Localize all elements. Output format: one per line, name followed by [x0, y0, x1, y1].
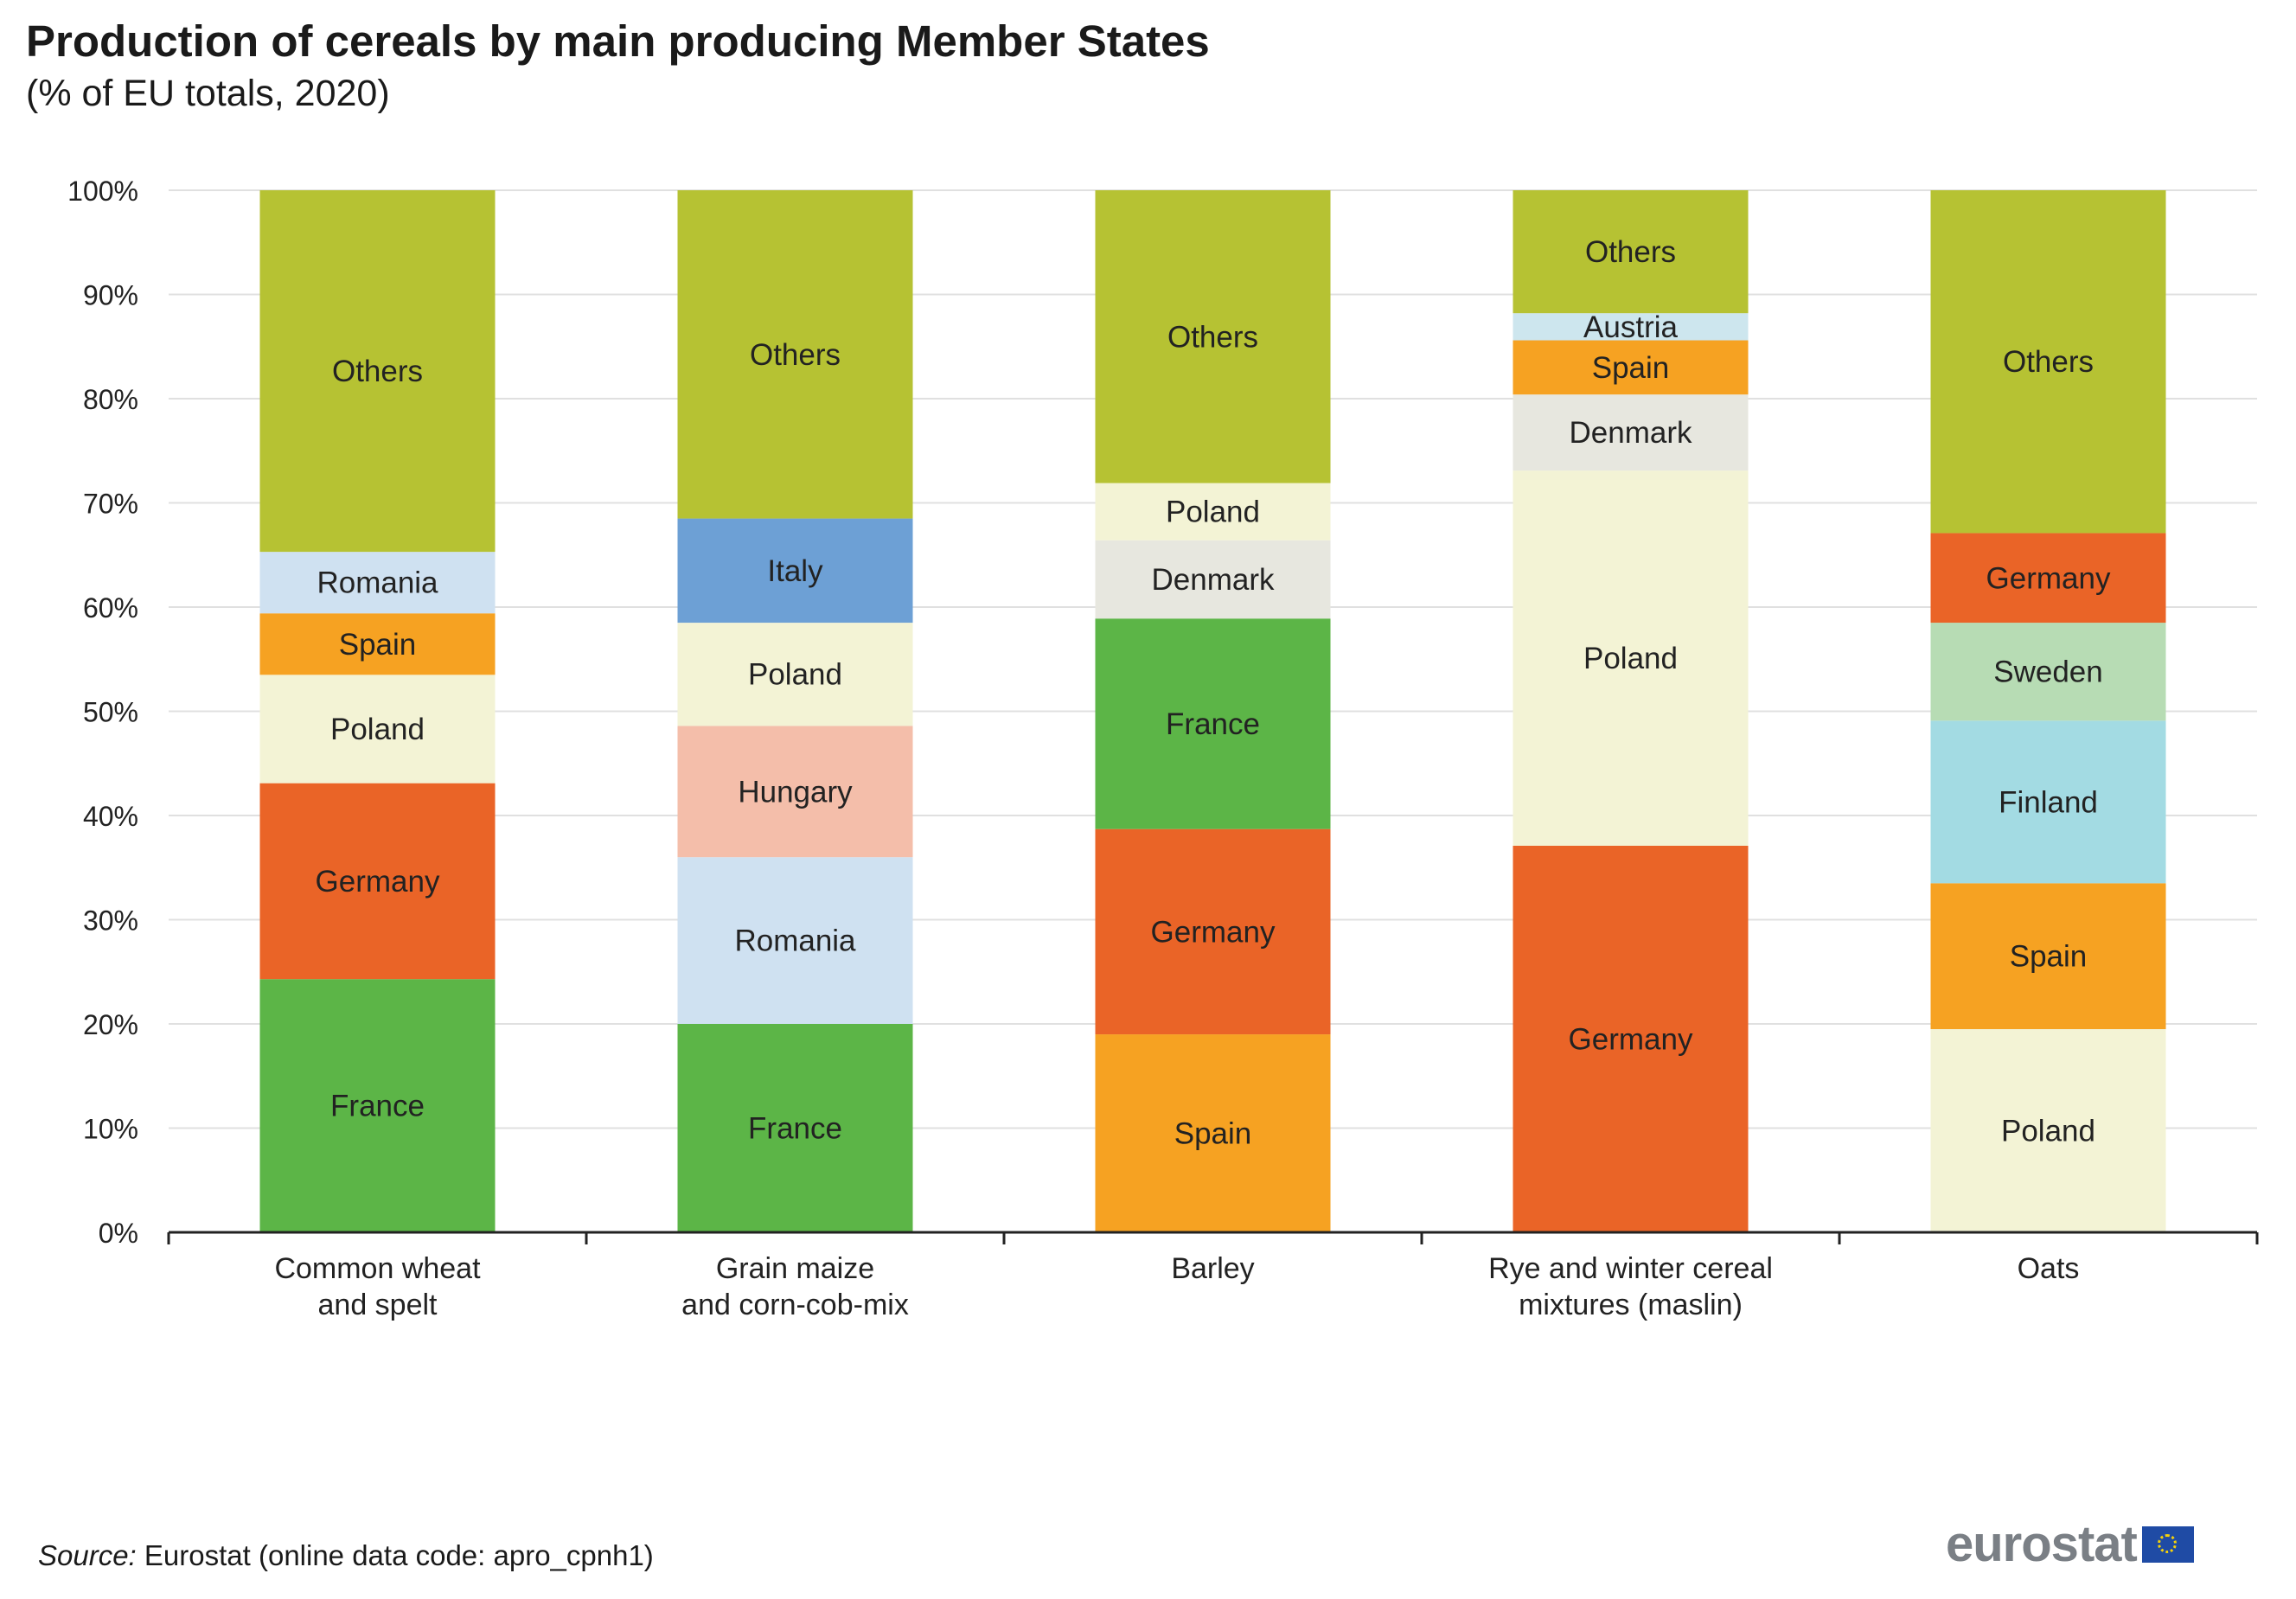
source-label: Source: — [38, 1539, 137, 1571]
bar-segment-2-hungary — [677, 726, 913, 858]
y-tick-label-30: 30% — [83, 905, 138, 937]
bar-segment-4-austria — [1513, 313, 1749, 341]
x-category-label-line: and spelt — [318, 1289, 438, 1321]
bar-segment-4-others — [1513, 190, 1749, 314]
segment-label-2-italy: Italy — [767, 554, 823, 588]
y-tick-label-60: 60% — [83, 592, 138, 624]
segment-label-2-france: France — [748, 1112, 842, 1146]
bar-segment-4-spain — [1513, 340, 1749, 395]
bar-segment-2-france — [677, 1024, 913, 1232]
y-tick-label-50: 50% — [83, 697, 138, 728]
segment-label-1-others: Others — [332, 355, 423, 388]
segment-label-1-poland: Poland — [330, 713, 425, 746]
source-text: Eurostat (online data code: apro_cpnh1) — [144, 1539, 654, 1571]
y-tick-label-90: 90% — [83, 280, 138, 311]
segment-label-3-denmark: Denmark — [1152, 563, 1275, 597]
bar-segment-3-denmark — [1095, 540, 1331, 619]
x-category-label-line: Rye and winter cereal — [1488, 1252, 1773, 1285]
bar-segment-2-romania — [677, 857, 913, 1024]
y-tick-label-20: 20% — [83, 1009, 138, 1040]
x-category-label-line: Common wheat — [274, 1252, 481, 1285]
bars: France Germany Poland Spain Romania Others Fra… — [259, 190, 2166, 1232]
x-category-label-line: and corn-cob-mix — [681, 1289, 909, 1321]
segment-label-4-denmark: Denmark — [1570, 416, 1692, 450]
eu-flag-icon — [2141, 1525, 2194, 1563]
segment-label-3-germany: Germany — [1151, 915, 1276, 949]
x-category-label-2: Grain maize and corn-cob-mix — [681, 1252, 909, 1321]
segment-label-2-romania: Romania — [734, 924, 856, 958]
bar-segment-2-italy — [677, 518, 913, 624]
x-category-label-5: Oats — [2018, 1252, 2080, 1285]
x-category-label-line: mixtures (maslin) — [1519, 1289, 1743, 1321]
source-note: Source: Eurostat (online data code: apro… — [38, 1539, 654, 1572]
segment-label-4-spain: Spain — [1592, 351, 1670, 385]
segment-label-4-others: Others — [1585, 235, 1676, 269]
x-category-label-line: Grain maize — [716, 1252, 874, 1285]
bar-segment-5-spain — [1930, 883, 2166, 1030]
segment-label-2-others: Others — [750, 338, 841, 372]
bar-segment-2-others — [677, 190, 913, 519]
segment-label-3-others: Others — [1167, 320, 1258, 354]
bar-segment-1-france — [259, 979, 496, 1232]
bar-segment-4-germany — [1513, 845, 1749, 1232]
bar-segment-5-germany — [1930, 533, 2166, 624]
x-category-label-3: Barley — [1171, 1252, 1254, 1285]
segment-label-5-others: Others — [2003, 345, 2094, 379]
y-tick-label-100: 100% — [67, 176, 138, 207]
y-tick-label-40: 40% — [83, 801, 138, 832]
segment-label-5-spain: Spain — [2010, 940, 2088, 974]
segment-label-2-poland: Poland — [748, 658, 842, 692]
bar-segment-5-sweden — [1930, 623, 2166, 721]
bar-segment-1-romania — [259, 552, 496, 614]
axes: 0% 10% 20% 30% 40% 50% 60% 70% 80% 90% 100% Common … — [67, 176, 2259, 1321]
bar-segment-3-poland — [1095, 483, 1331, 540]
y-tick-label-70: 70% — [83, 489, 138, 520]
segment-label-5-sweden: Sweden — [1993, 656, 2102, 689]
eurostat-logo: eurostat — [1946, 1515, 2194, 1573]
y-tick-label-10: 10% — [83, 1114, 138, 1145]
chart-title: Production of cereals by main producing … — [26, 16, 1210, 66]
segment-label-2-hungary: Hungary — [738, 775, 853, 809]
bar-segment-1-others — [259, 190, 496, 553]
bar-segment-4-denmark — [1513, 394, 1749, 471]
segment-label-5-poland: Poland — [2001, 1115, 2095, 1148]
segment-label-1-romania: Romania — [317, 566, 438, 600]
x-category-label-line: Barley — [1171, 1252, 1254, 1285]
stacked-bar-chart: France Germany Poland Spain Romania Others Fra… — [67, 176, 2259, 1321]
bar-segment-2-poland — [677, 623, 913, 726]
bar-segment-3-germany — [1095, 828, 1331, 1035]
segment-label-4-germany: Germany — [1569, 1022, 1693, 1056]
y-tick-label-80: 80% — [83, 384, 138, 415]
segment-label-5-finland: Finland — [1999, 785, 2098, 819]
bar-segment-5-poland — [1930, 1029, 2166, 1232]
bar-segment-3-france — [1095, 618, 1331, 829]
bar-segment-3-spain — [1095, 1034, 1331, 1232]
x-category-label-line: Oats — [2018, 1252, 2080, 1285]
segment-label-1-spain: Spain — [339, 628, 417, 662]
bar-segment-4-poland — [1513, 470, 1749, 846]
segment-label-5-germany: Germany — [1986, 561, 2111, 595]
bar-segment-3-others — [1095, 190, 1331, 483]
x-category-label-1: Common wheat and spelt — [274, 1252, 481, 1321]
y-tick-label-0: 0% — [99, 1218, 138, 1249]
segment-label-3-spain: Spain — [1174, 1117, 1252, 1151]
segment-label-3-poland: Poland — [1166, 496, 1260, 529]
bar-segment-5-finland — [1930, 720, 2166, 884]
bar-segment-5-others — [1930, 190, 2166, 534]
segment-label-3-france: France — [1166, 707, 1260, 741]
chart-subtitle: (% of EU totals, 2020) — [26, 73, 390, 114]
bar-segment-1-poland — [259, 675, 496, 784]
segment-label-4-austria: Austria — [1583, 310, 1678, 344]
bar-segment-1-spain — [259, 613, 496, 675]
segment-label-1-france: France — [330, 1090, 425, 1123]
segment-label-4-poland: Poland — [1583, 642, 1678, 675]
logo-text: eurostat — [1946, 1516, 2138, 1572]
x-category-label-4: Rye and winter cereal mixtures (maslin) — [1488, 1252, 1773, 1321]
bar-segment-1-germany — [259, 783, 496, 980]
segment-label-1-germany: Germany — [316, 865, 440, 899]
